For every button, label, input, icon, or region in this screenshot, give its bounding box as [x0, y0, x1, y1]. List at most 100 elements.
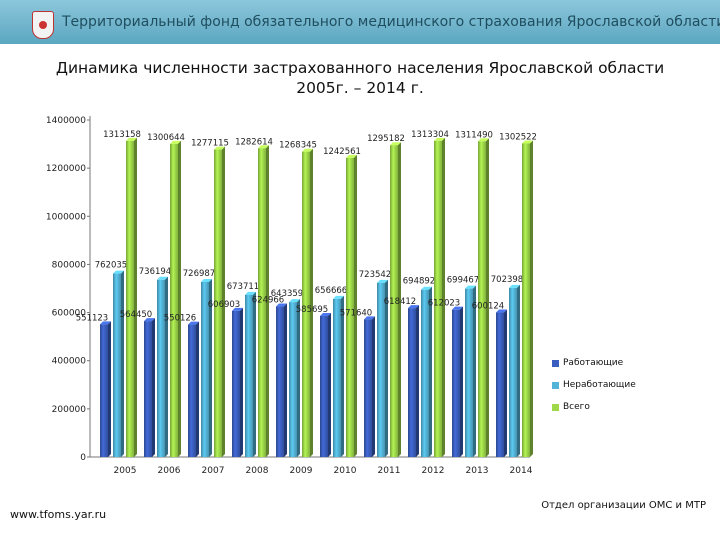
x-tick-label: 2008: [246, 466, 269, 476]
data-label: 1302522: [499, 132, 537, 142]
x-tick-label: 2012: [422, 466, 445, 476]
data-label: 1313304: [411, 130, 449, 140]
legend-label-nonworking: Неработающие: [563, 380, 636, 390]
bar-side: [486, 138, 489, 458]
bar-side: [442, 137, 445, 458]
data-label: 600124: [472, 302, 504, 312]
bar-top: [421, 286, 432, 290]
data-label: 571640: [340, 308, 372, 318]
bar-top: [188, 321, 199, 325]
data-label: 612023: [428, 299, 460, 309]
data-label: 1268345: [279, 141, 317, 151]
bar: [452, 309, 460, 457]
y-tick-label: 600000: [52, 309, 87, 319]
x-tick-label: 2005: [114, 466, 137, 476]
bar-top: [364, 316, 375, 320]
bar-top: [434, 137, 445, 141]
bar-side: [209, 279, 212, 457]
bar-top: [478, 138, 489, 142]
data-label: 1311490: [455, 130, 493, 140]
bar-side: [354, 154, 357, 457]
bar-top: [170, 140, 181, 144]
data-label: 723542: [359, 270, 391, 280]
data-label: 550126: [164, 314, 196, 324]
x-tick-label: 2007: [202, 466, 225, 476]
bar: [170, 143, 178, 457]
bar-top: [144, 318, 155, 322]
data-label: 1295182: [367, 134, 405, 144]
bar-top: [157, 276, 168, 280]
bar-side: [416, 305, 419, 457]
emblem-icon: [32, 11, 54, 39]
bar-side: [429, 286, 432, 457]
y-tick-label: 1400000: [46, 116, 86, 126]
chart-title-line1: Динамика численности застрахованного нас…: [55, 59, 665, 77]
bar: [157, 279, 165, 457]
bar-side: [530, 140, 533, 457]
bar-top: [408, 305, 419, 309]
data-label: 656666: [315, 286, 347, 296]
data-label: 606903: [208, 300, 240, 310]
bar: [144, 321, 152, 457]
legend-label-total: Всего: [563, 402, 590, 412]
bar-side: [108, 321, 111, 457]
bar: [289, 302, 297, 457]
bar: [364, 319, 372, 457]
bar-side: [240, 307, 243, 457]
bar: [201, 282, 209, 457]
data-label: 1313158: [103, 130, 141, 140]
bar: [346, 157, 354, 457]
bar: [434, 140, 442, 458]
bar-top: [522, 140, 533, 144]
footer-url[interactable]: www.tfoms.yar.ru: [10, 508, 107, 521]
legend-label-working: Работающие: [563, 358, 624, 368]
bar: [377, 282, 385, 457]
data-label: 702398: [491, 275, 523, 285]
bar: [100, 324, 108, 457]
data-label: 694892: [403, 277, 435, 287]
data-label: 736194: [139, 267, 171, 277]
bar-side: [152, 318, 155, 457]
data-label: 726987: [183, 269, 215, 279]
bar-top: [289, 299, 300, 303]
bar: [245, 294, 253, 457]
legend-swatch-total: [552, 404, 559, 411]
x-tick-label: 2014: [510, 466, 533, 476]
bar: [320, 316, 328, 457]
bar-top: [377, 279, 388, 283]
legend-swatch-working: [552, 360, 559, 367]
bar-top: [302, 148, 313, 152]
bar-top: [126, 137, 137, 141]
data-label: 643359: [271, 289, 303, 299]
bar-top: [465, 285, 476, 289]
x-tick-label: 2010: [334, 466, 357, 476]
org-title: Территориальный фонд обязательного медиц…: [62, 14, 720, 30]
y-tick-label: 1200000: [46, 164, 86, 174]
bar-top: [100, 321, 111, 325]
bar-top: [346, 154, 357, 158]
bar-side: [266, 145, 269, 458]
bar: [214, 149, 222, 457]
data-label: 585695: [296, 305, 328, 315]
bar: [276, 306, 284, 457]
bar-side: [284, 303, 287, 457]
y-tick-label: 200000: [52, 405, 87, 415]
x-tick-label: 2011: [378, 466, 401, 476]
bar-side: [165, 276, 168, 457]
bar: [509, 287, 517, 457]
header-bar: Территориальный фонд обязательного медиц…: [0, 0, 720, 44]
data-label: 1300644: [147, 133, 185, 143]
bar: [232, 310, 240, 457]
bar-top: [214, 146, 225, 150]
bar-side: [385, 279, 388, 457]
bar-side: [398, 142, 401, 457]
y-tick-label: 800000: [52, 260, 87, 270]
bar-side: [253, 291, 256, 457]
bar-side: [460, 306, 463, 457]
bar-top: [320, 313, 331, 317]
bar-top: [452, 306, 463, 310]
bar-side: [297, 299, 300, 457]
bar: [258, 148, 266, 458]
data-label: 564450: [120, 310, 152, 320]
